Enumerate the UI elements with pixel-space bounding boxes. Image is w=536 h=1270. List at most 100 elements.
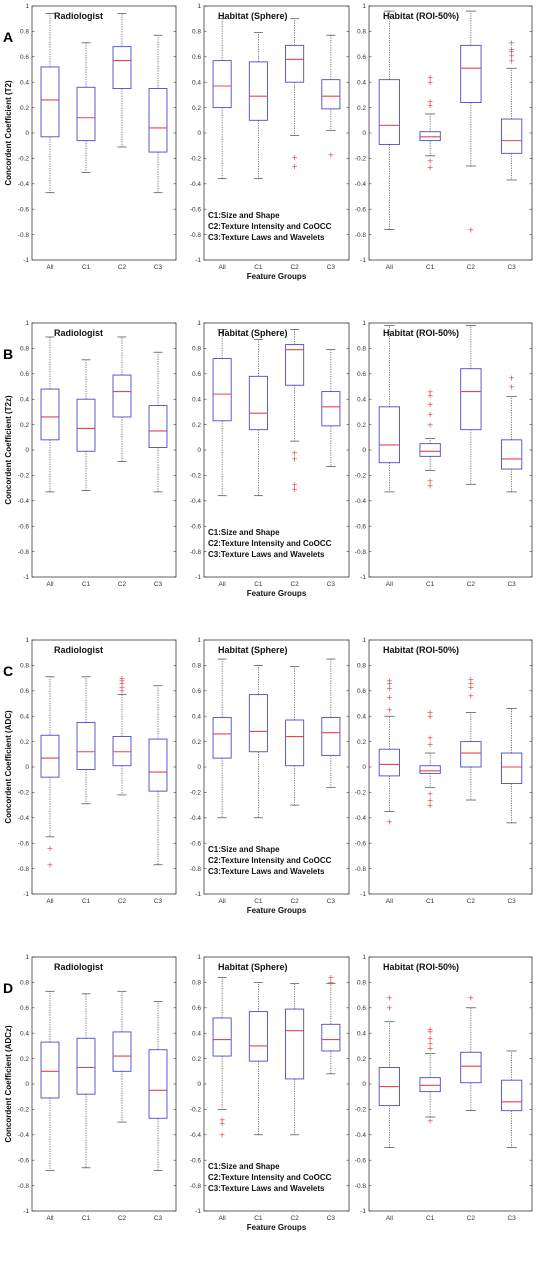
y-tick-label: -1	[23, 1208, 29, 1215]
x-tick-label: C2	[118, 264, 127, 271]
iqr-box	[148, 1049, 168, 1119]
box-c2: C2	[112, 990, 132, 1222]
box-c2: + C2	[460, 993, 482, 1222]
subplot-2: -1 -0.8 -0.6 -0.4 -0.2 0 0.2 0.4 0.6 0.8 1 Habitat …	[190, 3, 350, 281]
y-tick-label: -1	[195, 257, 201, 264]
outlier-marker: +	[508, 373, 515, 382]
y-tick-label: 0.2	[192, 1056, 201, 1063]
box-c2: ++ C2	[285, 18, 305, 271]
y-tick-label: 0.6	[20, 1005, 29, 1012]
subplot-title: Habitat (ROI-50%)	[383, 645, 459, 655]
x-axis-label: Feature Groups	[247, 1223, 307, 1232]
y-tick-label: 0	[197, 764, 201, 771]
x-tick-label: All	[219, 581, 227, 588]
box-c3: C3	[500, 1050, 523, 1222]
iqr-box	[76, 722, 96, 770]
subplot-title: Habitat (Sphere)	[218, 328, 288, 338]
outlier-marker: +	[386, 693, 393, 702]
iqr-box	[248, 61, 268, 121]
y-tick-label: -0.4	[355, 1132, 367, 1139]
box-c2: C2	[285, 983, 305, 1222]
x-tick-label: C2	[290, 264, 299, 271]
box-c2: ++++C2	[285, 329, 305, 588]
y-tick-label: 0.6	[357, 1005, 366, 1012]
y-tick-label: -0.4	[190, 815, 202, 822]
x-tick-label: All	[386, 1215, 394, 1222]
outlier-marker: +	[386, 706, 393, 715]
box-c1: C1	[76, 676, 96, 905]
y-tick-label: 0	[362, 447, 366, 454]
y-tick-label: 0.8	[357, 663, 366, 670]
box-c1: C1	[76, 42, 96, 271]
y-tick-label: -0.6	[18, 1157, 30, 1164]
y-tick-label: 0.4	[192, 79, 201, 86]
x-tick-label: All	[46, 1215, 54, 1222]
x-tick-label: C2	[118, 1215, 127, 1222]
box-c2: C2	[112, 336, 132, 588]
legend-line-2: C2:Texture Intensity and CoOCC	[208, 856, 332, 865]
outlier-marker: +	[219, 1115, 226, 1124]
y-tick-label: -0.6	[190, 206, 202, 213]
box-c1: ++++++C1	[419, 73, 441, 271]
y-tick-label: 0.6	[357, 54, 366, 61]
legend-line-1: C1:Size and Shape	[208, 528, 280, 537]
outlier-marker: +	[386, 679, 393, 688]
y-tick-label: 1	[25, 320, 29, 327]
y-tick-label: -0.8	[190, 549, 202, 556]
x-tick-label: All	[386, 264, 394, 271]
iqr-box	[419, 443, 441, 457]
box-c2: C2	[460, 325, 482, 588]
y-tick-label: 0.4	[357, 396, 366, 403]
outlier-marker: +	[386, 684, 393, 693]
y-tick-label: -0.6	[355, 206, 367, 213]
subplot-title: Radiologist	[54, 645, 103, 655]
plot-area	[368, 956, 533, 1212]
outlier-marker: +	[386, 1004, 393, 1013]
outlier-marker: +	[291, 455, 298, 464]
box-c3: C3	[321, 658, 341, 905]
outlier-marker: +	[427, 734, 434, 743]
box-c2: + C2	[460, 10, 482, 271]
y-tick-label: -0.8	[190, 866, 202, 873]
box-c1: C1	[248, 982, 268, 1222]
box-all: All	[212, 18, 232, 271]
plot-area	[368, 5, 533, 261]
subplot-title: Habitat (ROI-50%)	[383, 962, 459, 972]
y-tick-label: 0.4	[20, 79, 29, 86]
box-c2: ++++C2	[460, 675, 482, 905]
y-tick-label: -0.2	[18, 1107, 30, 1114]
y-tick-label: 0.6	[192, 54, 201, 61]
outlier-marker: +	[386, 676, 393, 685]
outlier-marker: +	[119, 687, 126, 696]
box-all: All	[212, 329, 232, 588]
legend-line-2: C2:Texture Intensity and CoOCC	[208, 539, 332, 548]
iqr-box	[76, 1037, 96, 1095]
y-tick-label: -0.6	[18, 523, 30, 530]
x-tick-label: C1	[82, 581, 91, 588]
outlier-marker: +	[508, 51, 515, 60]
y-tick-label: -0.4	[18, 498, 30, 505]
y-tick-label: 0.2	[20, 1056, 29, 1063]
iqr-box	[460, 1051, 482, 1084]
subplot-3: -1 -0.8 -0.6 -0.4 -0.2 0 0.2 0.4 0.6 0.8 1 Habitat …	[355, 3, 533, 271]
box-all: +++All	[212, 976, 232, 1222]
y-tick-label: 1	[362, 320, 366, 327]
outlier-marker: +	[427, 97, 434, 106]
legend-line-3: C3:Texture Laws and Wavelets	[208, 233, 325, 242]
iqr-box	[500, 118, 523, 154]
panel-a: A Concordent Coefficient (T2) -1 -0.8 -0.6 -0…	[3, 3, 533, 281]
panel-letter: D	[3, 980, 13, 996]
iqr-box	[76, 398, 96, 452]
x-tick-label: C3	[507, 264, 516, 271]
panel-letter: A	[3, 29, 13, 45]
x-tick-label: C2	[467, 581, 476, 588]
x-tick-label: C2	[118, 898, 127, 905]
outlier-marker: +	[119, 683, 126, 692]
outlier-marker: +	[427, 391, 434, 400]
y-tick-label: 0.4	[20, 396, 29, 403]
iqr-box	[378, 748, 401, 777]
y-tick-label: 0.8	[20, 663, 29, 670]
outlier-marker: +	[427, 1117, 434, 1126]
y-tick-label: -1	[360, 891, 366, 898]
plot-area	[31, 956, 177, 1212]
